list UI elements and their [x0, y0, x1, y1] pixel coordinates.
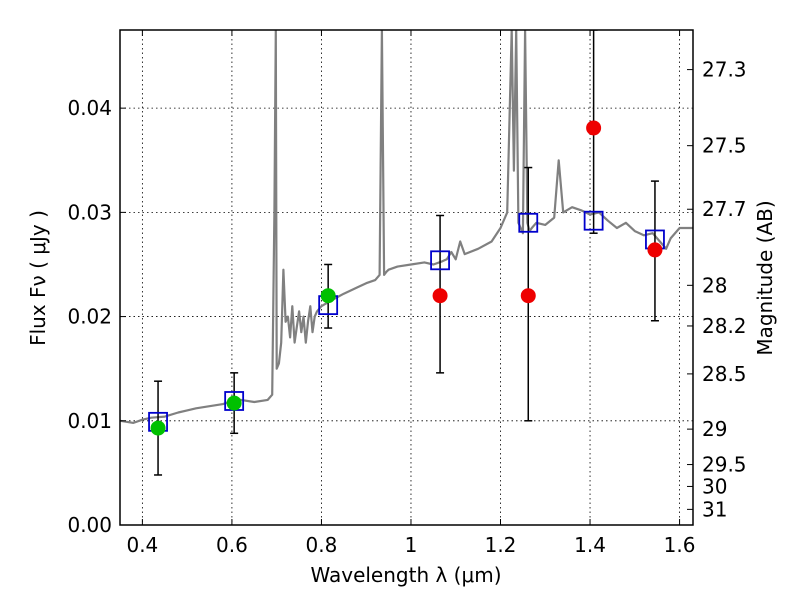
x-tick-label: 1.2	[485, 533, 517, 557]
x-tick-label: 0.6	[216, 533, 248, 557]
y-tick-label: 0.01	[67, 409, 112, 433]
y-tick-label: 0.04	[67, 96, 112, 120]
nondetection-point	[432, 288, 448, 304]
spectrum-layer	[120, 30, 693, 424]
plot-area	[120, 30, 693, 525]
y2-tick-label: 30	[702, 474, 727, 498]
y-tick-label: 0.00	[67, 513, 112, 537]
x-axis-label: Wavelength λ (μm)	[310, 563, 501, 587]
plot-frame	[119, 29, 694, 526]
y2-tick-label: 29.5	[702, 453, 747, 477]
nondetection-point	[647, 242, 663, 258]
y2-tick-label: 29	[702, 417, 727, 441]
y2-tick-label: 31	[702, 497, 727, 521]
nondetection-point	[520, 288, 536, 304]
x-tick-label: 1.4	[574, 533, 606, 557]
detection-point	[150, 420, 166, 436]
y2-tick-label: 28.5	[702, 362, 747, 386]
x-tick-label: 0.4	[126, 533, 158, 557]
errorbar-layer	[154, 30, 659, 476]
y2-tick-label: 28.2	[702, 314, 747, 338]
y2-tick-label: 28	[702, 273, 727, 297]
x-tick-label: 1	[405, 533, 418, 557]
y-tick-label: 0.02	[67, 305, 112, 329]
detection-point	[320, 288, 336, 304]
y2-tick-label: 27.3	[702, 58, 747, 82]
spectrum-line	[120, 30, 693, 424]
observation-points-layer	[150, 120, 663, 436]
axis-ticks: 0.4 0.6 0.8 1 1.2 1.4 1.6 0.00 0.01 0.02 0.03 0.04 2…	[67, 30, 747, 557]
detection-point	[226, 395, 242, 411]
y2-axis-label: Magnitude (AB)	[753, 200, 777, 355]
x-tick-label: 1.6	[664, 533, 696, 557]
nondetection-point	[586, 120, 602, 136]
y2-tick-label: 27.5	[702, 134, 747, 158]
y-tick-label: 0.03	[67, 200, 112, 224]
model-point	[583, 210, 604, 231]
y2-tick-label: 27.7	[702, 197, 747, 221]
y-axis-label: Flux Fν ( μJy )	[26, 210, 50, 346]
model-point	[430, 250, 450, 271]
x-tick-label: 0.8	[306, 533, 338, 557]
model-point	[518, 212, 539, 233]
